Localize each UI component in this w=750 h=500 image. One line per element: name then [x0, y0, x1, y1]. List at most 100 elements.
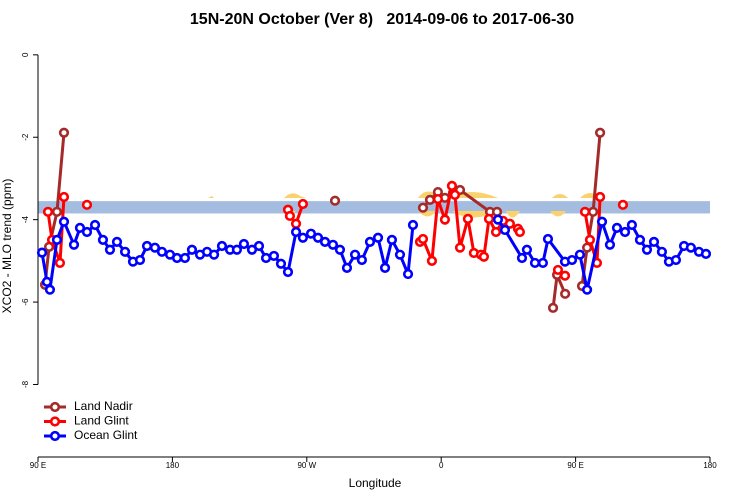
point: [179, 252, 191, 264]
point: [58, 127, 70, 138]
point: [81, 226, 93, 238]
point: [417, 233, 429, 245]
point: [542, 233, 554, 245]
point: [275, 258, 287, 269]
point: [560, 288, 571, 299]
point: [305, 228, 317, 239]
point: [656, 246, 668, 257]
series-line: [43, 132, 602, 308]
point: [171, 252, 183, 264]
x-tick-label: 90 E: [567, 461, 583, 470]
point: [58, 191, 70, 203]
point: [89, 219, 101, 231]
point: [547, 302, 559, 313]
point: [581, 284, 593, 295]
point: [329, 195, 341, 206]
point: [552, 264, 564, 276]
point: [58, 216, 70, 227]
point: [297, 232, 309, 243]
point: [574, 249, 586, 260]
point: [372, 232, 384, 243]
point: [648, 236, 660, 248]
point: [619, 226, 631, 238]
legend-label: Ocean Glint: [74, 428, 138, 442]
point: [596, 216, 608, 227]
legend-label: Land Glint: [74, 414, 129, 428]
point: [238, 238, 250, 250]
point: [579, 206, 591, 217]
x-tick-label: 90 E: [30, 461, 46, 470]
point: [407, 219, 419, 231]
point: [68, 239, 80, 250]
point: [253, 240, 265, 252]
point: [581, 242, 593, 253]
point: [208, 249, 220, 260]
point: [327, 239, 339, 250]
point: [584, 234, 596, 245]
point: [42, 206, 54, 217]
point: [51, 206, 63, 217]
point: [685, 242, 696, 253]
x-tick-label: 0: [439, 461, 444, 470]
point: [478, 251, 490, 262]
point: [499, 224, 511, 236]
point: [282, 266, 294, 278]
point: [454, 242, 466, 253]
point: [449, 189, 461, 201]
point: [604, 239, 616, 250]
point: [537, 257, 548, 269]
point: [432, 193, 444, 205]
point: [260, 252, 272, 264]
point: [231, 244, 243, 255]
y-axis-label: XCO2 - MLO trend (ppm): [0, 179, 14, 314]
point: [81, 199, 93, 210]
y-tick-label: -2: [21, 133, 30, 141]
point: [566, 254, 578, 266]
point: [134, 254, 146, 266]
point: [617, 199, 629, 210]
legend-marker: [49, 416, 61, 427]
point: [149, 242, 161, 253]
legend-label: Land Nadir: [74, 399, 133, 413]
point: [297, 198, 309, 210]
point: [186, 244, 198, 255]
point: [529, 257, 541, 269]
point: [641, 244, 653, 255]
point: [700, 248, 712, 259]
x-tick-label: 90 W: [297, 461, 316, 470]
band-group: [38, 201, 710, 214]
point: [319, 236, 331, 248]
point: [290, 218, 302, 229]
point: [462, 213, 474, 224]
point: [290, 226, 302, 238]
point: [394, 249, 406, 260]
point: [379, 262, 391, 273]
point: [349, 249, 361, 260]
point: [141, 240, 153, 252]
point: [104, 244, 116, 255]
point: [74, 222, 86, 233]
point: [156, 246, 168, 257]
point: [594, 127, 606, 138]
point: [111, 236, 123, 248]
legend-marker: [49, 401, 61, 413]
point: [626, 219, 637, 231]
chart-title: 15N-20N October (Ver 8) 2014-09-06 to 20…: [190, 11, 574, 28]
point: [559, 270, 571, 281]
legend-marker: [49, 430, 61, 442]
point: [268, 250, 280, 262]
x-tick-label: 180: [166, 461, 180, 470]
y-tick-label: -8: [21, 380, 30, 388]
point: [514, 226, 525, 238]
point: [491, 206, 503, 217]
point: [594, 191, 606, 203]
point: [97, 234, 109, 245]
point: [312, 232, 324, 243]
point: [51, 234, 63, 245]
x-tick-label: 180: [703, 461, 717, 470]
point: [446, 180, 458, 191]
point: [44, 284, 56, 295]
point: [417, 202, 429, 213]
band: [38, 201, 710, 214]
y-tick-label: 0: [21, 52, 30, 57]
